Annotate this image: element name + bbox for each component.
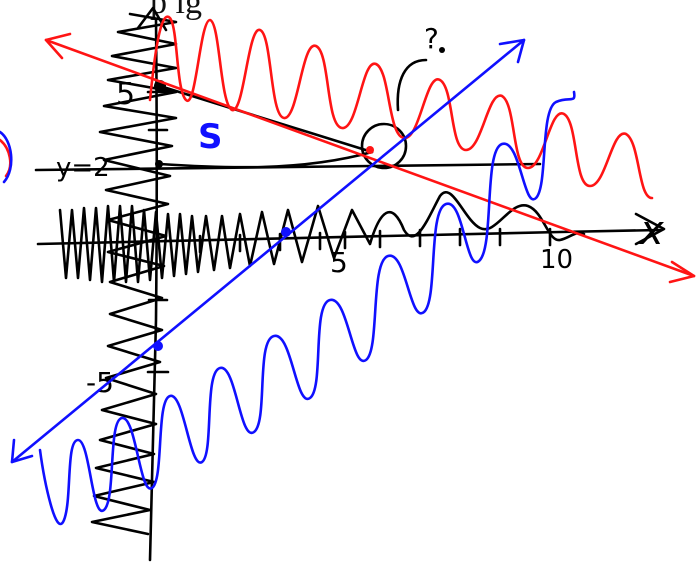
blue-wave (38, 90, 576, 525)
red-wave (148, 15, 654, 200)
x-axis-arrow-icon (634, 212, 666, 246)
top-caption-fragment: p ig (150, 0, 202, 21)
oscillating-wave-y (90, 12, 178, 536)
question-dot (439, 47, 445, 53)
blue-line-arrow-down-icon (10, 438, 34, 464)
blue-point-x-intercept (281, 227, 291, 237)
y-axis-ticks (146, 90, 170, 374)
blue-figures (0, 38, 576, 525)
point-0-2 (155, 160, 163, 168)
blue-line-arrow-up-icon (498, 38, 526, 64)
blue-point-y-intercept (153, 341, 163, 351)
x-axis-label: x (638, 208, 664, 254)
red-edge-scribble (0, 138, 12, 178)
blue-line (10, 38, 526, 464)
black-figures (34, 12, 586, 536)
blue-edge-scribble (0, 130, 13, 184)
red-line (44, 38, 696, 278)
question-pointer (396, 58, 428, 112)
y-axis (148, 18, 159, 562)
set-s-label: S (198, 117, 223, 157)
red-line-arrow-right-icon (668, 260, 696, 284)
red-intersection-point (366, 146, 374, 154)
question-mark-label: ? (424, 22, 439, 55)
red-figures (0, 15, 696, 284)
red-line-arrow-left-icon (44, 32, 72, 60)
highlight-circle (360, 122, 408, 170)
labels: x 5 -5 5 10 y=2 S ? (56, 22, 664, 399)
region-bottom-edge (158, 150, 374, 169)
x-tick-label-10: 10 (540, 245, 573, 275)
